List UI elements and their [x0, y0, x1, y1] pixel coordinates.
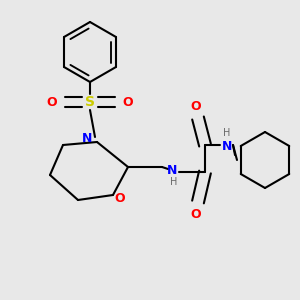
- Text: N: N: [82, 133, 92, 146]
- Text: N: N: [167, 164, 177, 176]
- Text: O: O: [123, 95, 133, 109]
- Text: N: N: [222, 140, 232, 154]
- Text: O: O: [191, 100, 201, 112]
- Text: H: H: [170, 177, 178, 187]
- Text: O: O: [191, 208, 201, 220]
- Text: H: H: [223, 128, 231, 138]
- Text: O: O: [47, 95, 57, 109]
- Text: O: O: [115, 193, 125, 206]
- Text: S: S: [85, 95, 95, 109]
